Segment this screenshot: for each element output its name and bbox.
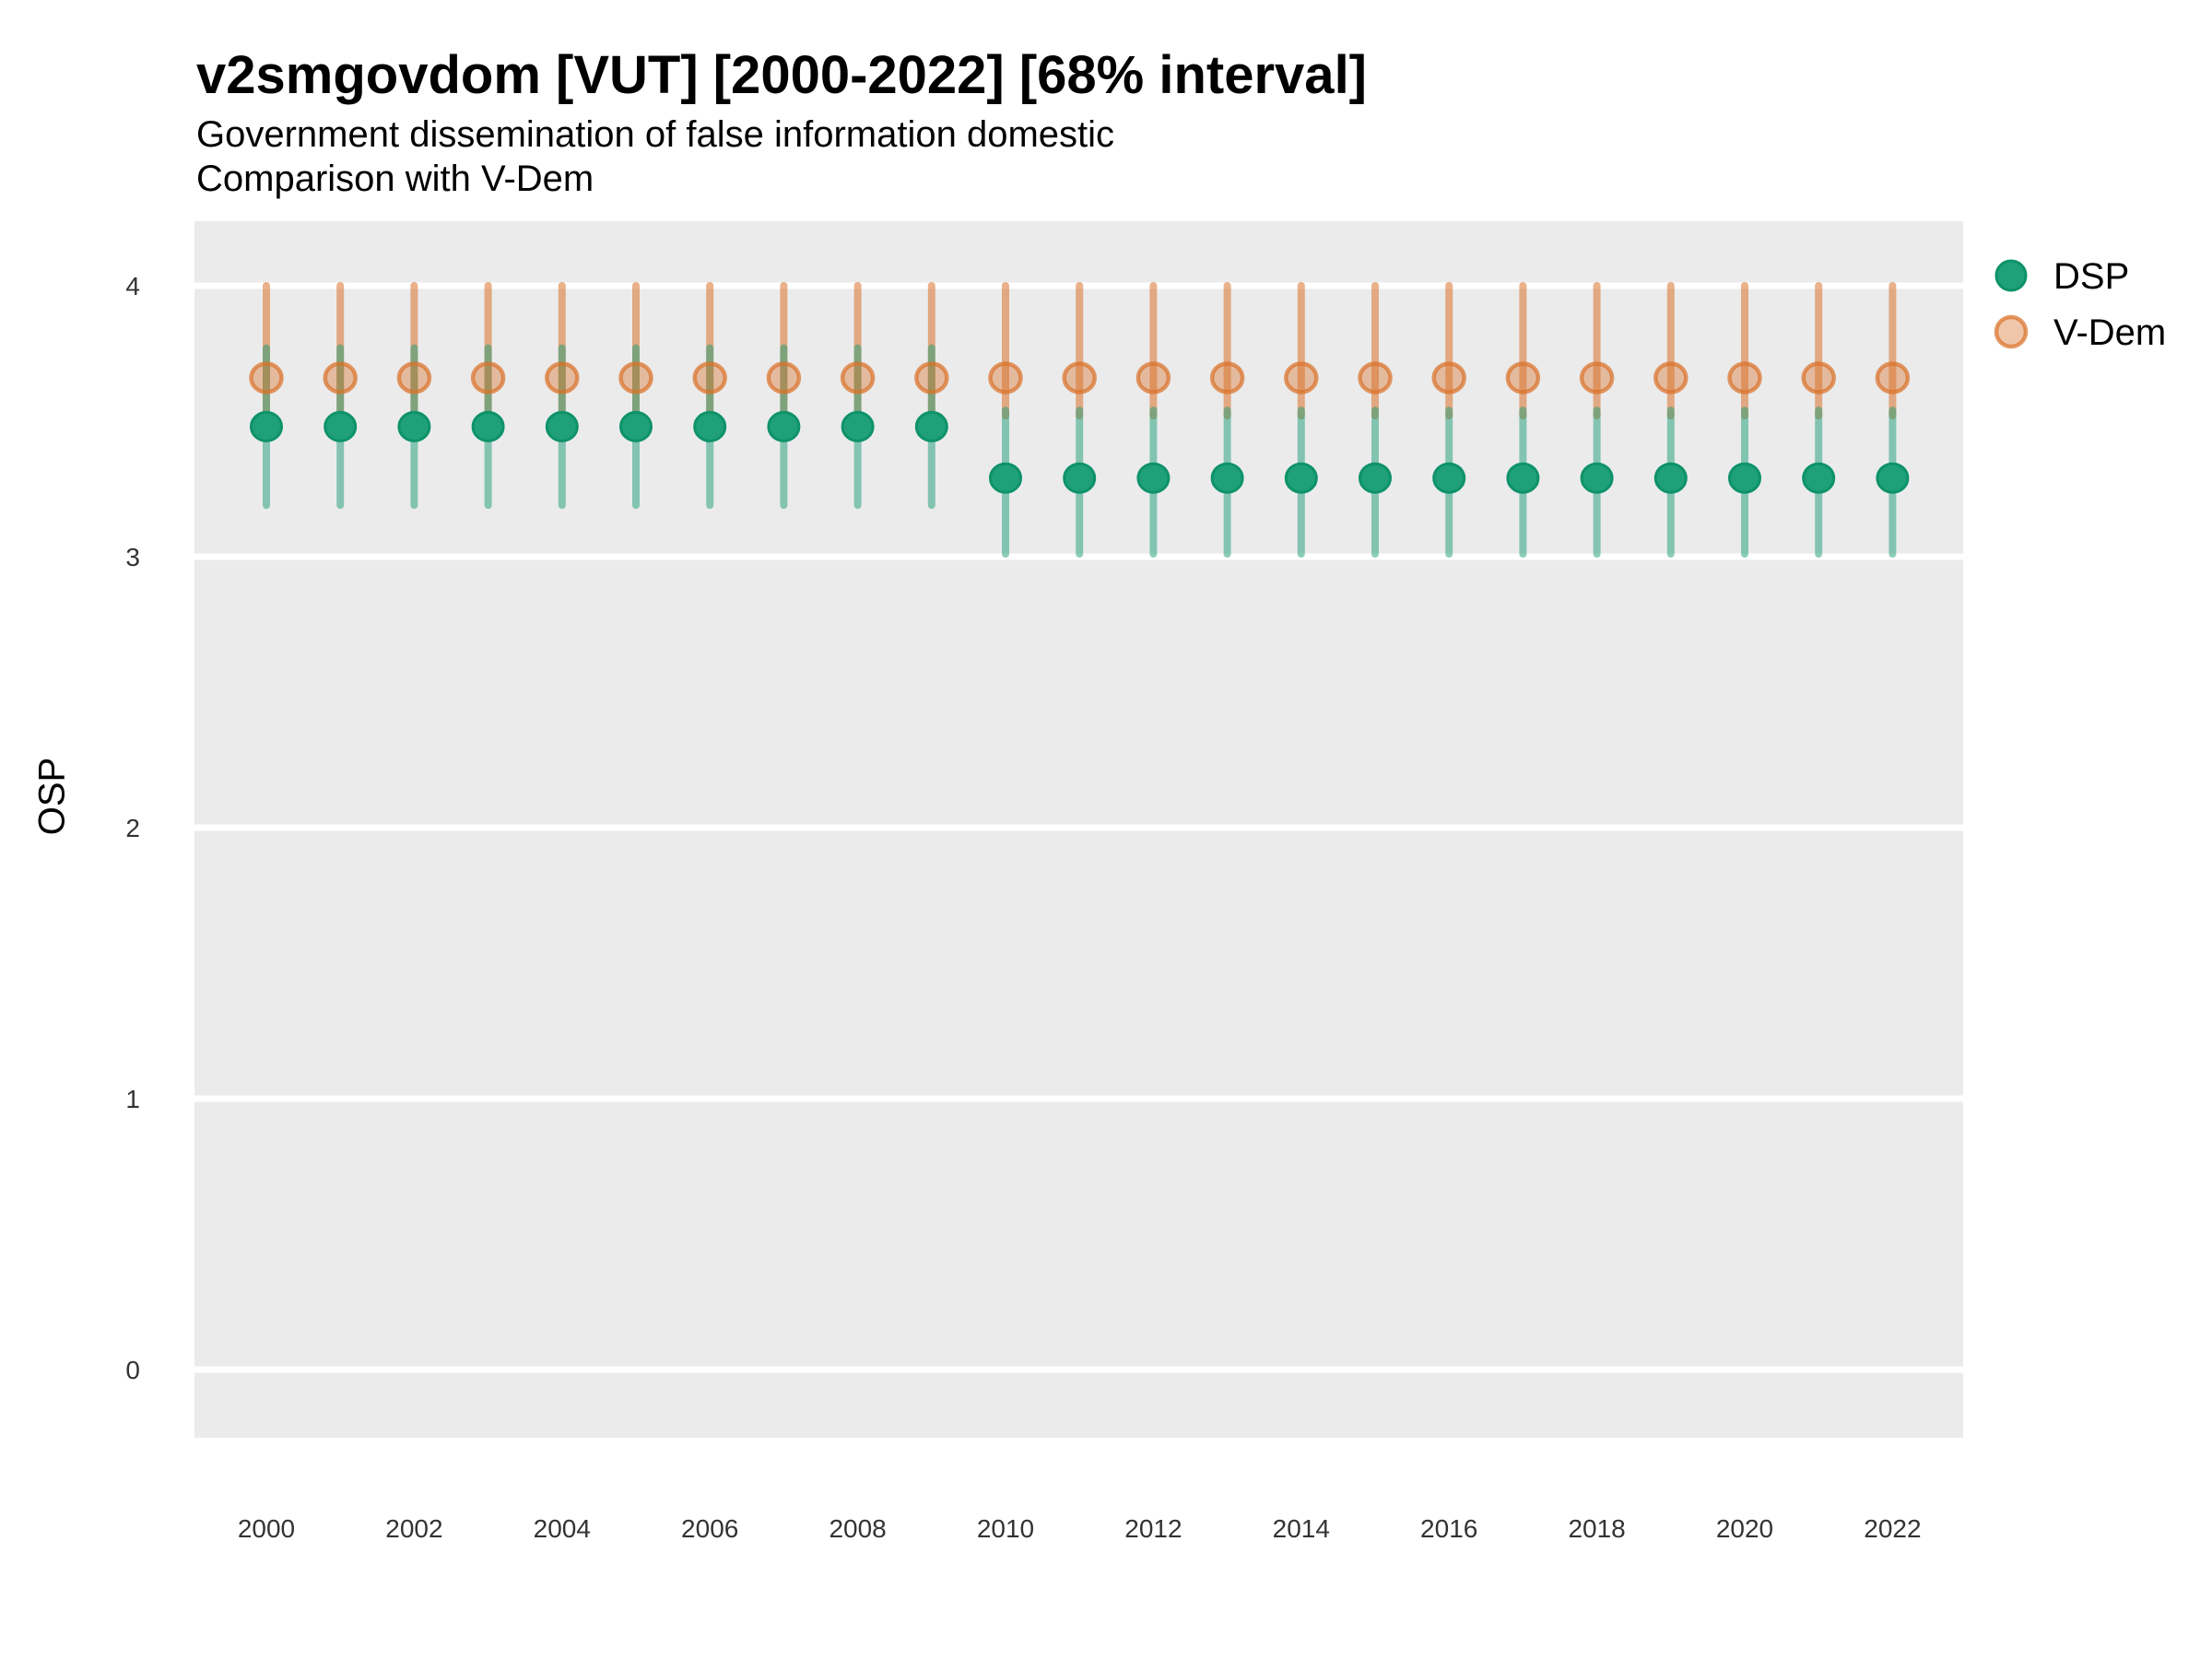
x-tick-label-2022: 2022: [1864, 1514, 1921, 1543]
x-tick-label-2010: 2010: [977, 1514, 1034, 1543]
point-dsp-2010: [989, 462, 1022, 494]
point-vdem-2013: [1209, 361, 1245, 394]
point-vdem-2005: [618, 361, 653, 394]
legend-marker-vdem-icon: [1994, 314, 2029, 349]
chart-subtitle: Government dissemination of false inform…: [196, 114, 1115, 155]
x-tick-label-2004: 2004: [534, 1514, 591, 1543]
point-dsp-2013: [1210, 462, 1244, 494]
y-tick-label-1: 1: [125, 1085, 140, 1113]
point-vdem-2017: [1505, 361, 1541, 394]
point-vdem-2012: [1135, 361, 1171, 394]
point-dsp-2015: [1359, 462, 1392, 494]
point-vdem-2002: [396, 361, 432, 394]
point-dsp-2012: [1136, 462, 1171, 494]
x-tick-label-2006: 2006: [681, 1514, 738, 1543]
point-vdem-2014: [1284, 361, 1319, 394]
x-tick-label-2016: 2016: [1420, 1514, 1477, 1543]
point-vdem-2006: [692, 361, 727, 394]
point-dsp-2004: [545, 410, 579, 442]
point-dsp-2009: [914, 410, 948, 442]
point-dsp-2018: [1580, 462, 1614, 494]
point-vdem-2018: [1579, 361, 1615, 394]
x-tick-label-2012: 2012: [1124, 1514, 1182, 1543]
point-vdem-2000: [249, 361, 284, 394]
point-vdem-2022: [1875, 361, 1911, 394]
y-tick-label-3: 3: [125, 543, 140, 571]
point-dsp-2003: [471, 410, 505, 442]
point-vdem-2019: [1653, 361, 1688, 394]
point-dsp-2008: [841, 410, 875, 442]
x-tick-label-2008: 2008: [829, 1514, 886, 1543]
point-dsp-2000: [250, 410, 283, 442]
point-dsp-2017: [1506, 462, 1540, 494]
point-dsp-2014: [1284, 462, 1318, 494]
point-dsp-2002: [397, 410, 431, 442]
x-tick-label-2020: 2020: [1716, 1514, 1773, 1543]
legend-marker-dsp-icon: [1994, 259, 2028, 292]
point-vdem-2007: [766, 361, 802, 394]
point-dsp-2016: [1432, 462, 1466, 494]
point-vdem-2021: [1801, 361, 1836, 394]
point-vdem-2020: [1727, 361, 1762, 394]
point-dsp-2005: [619, 410, 653, 442]
y-tick-label-2: 2: [125, 814, 140, 842]
y-tick-label-0: 0: [125, 1356, 140, 1384]
x-tick-label-2018: 2018: [1568, 1514, 1625, 1543]
point-vdem-2009: [914, 361, 949, 394]
point-dsp-2006: [693, 410, 727, 442]
point-dsp-2019: [1653, 462, 1688, 494]
point-vdem-2003: [470, 361, 506, 394]
point-dsp-2011: [1063, 462, 1097, 494]
point-vdem-2011: [1062, 361, 1097, 394]
point-vdem-2004: [545, 361, 580, 394]
chart-title: v2smgovdom [VUT] [2000-2022] [68% interv…: [196, 45, 1367, 105]
x-tick-label-2002: 2002: [385, 1514, 442, 1543]
point-vdem-2016: [1431, 361, 1466, 394]
point-dsp-2022: [1876, 462, 1910, 494]
point-dsp-2001: [324, 410, 358, 442]
point-dsp-2021: [1802, 462, 1836, 494]
y-tick-label-4: 4: [125, 272, 140, 300]
legend-label-dsp: DSP: [2053, 256, 2129, 297]
legend-label-vdem: V-Dem: [2053, 312, 2166, 353]
point-vdem-2015: [1358, 361, 1393, 394]
chart-subtitle-comparison: Comparison with V-Dem: [196, 159, 594, 199]
point-vdem-2008: [840, 361, 876, 394]
point-dsp-2007: [767, 410, 801, 442]
point-vdem-2010: [988, 361, 1023, 394]
x-tick-label-2014: 2014: [1273, 1514, 1330, 1543]
x-tick-label-2000: 2000: [238, 1514, 295, 1543]
point-vdem-2001: [323, 361, 358, 394]
point-dsp-2020: [1728, 462, 1761, 494]
